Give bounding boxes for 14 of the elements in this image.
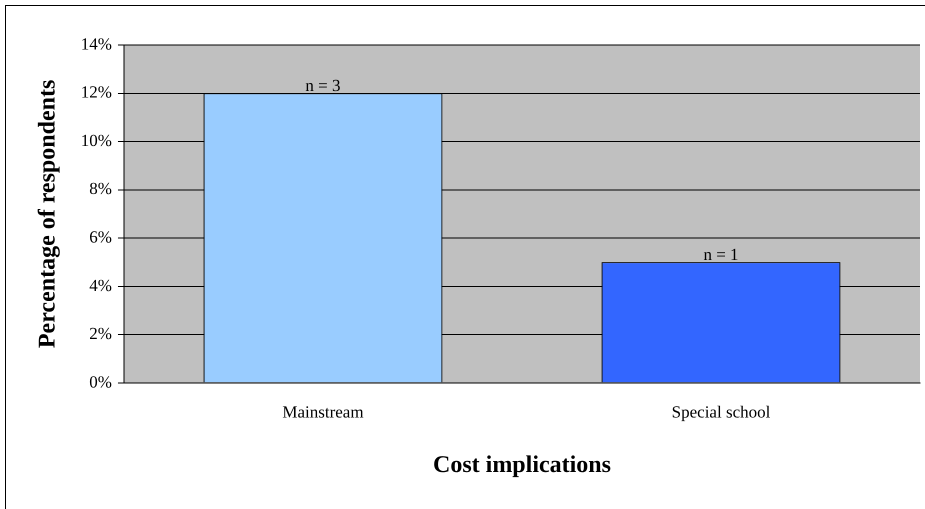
y-tick-label: 14% xyxy=(80,34,112,54)
annotation: n = 1 xyxy=(703,245,739,264)
y-tick-label: 12% xyxy=(80,82,112,102)
y-tick-label: 8% xyxy=(89,179,112,198)
x-axis-title: Cost implications xyxy=(432,452,611,478)
y-tick-label: 6% xyxy=(89,227,112,246)
x-tick-label: Special school xyxy=(672,402,771,422)
y-tick-label: 4% xyxy=(89,276,112,295)
y-tick-label: 0% xyxy=(89,372,112,392)
y-axis-title: Percentage of respondents xyxy=(34,80,61,348)
y-tick-label: 10% xyxy=(80,130,112,150)
annotation: n = 3 xyxy=(305,76,341,96)
x-tick-label: Mainstream xyxy=(282,402,364,422)
y-tick-label: 2% xyxy=(89,324,112,344)
